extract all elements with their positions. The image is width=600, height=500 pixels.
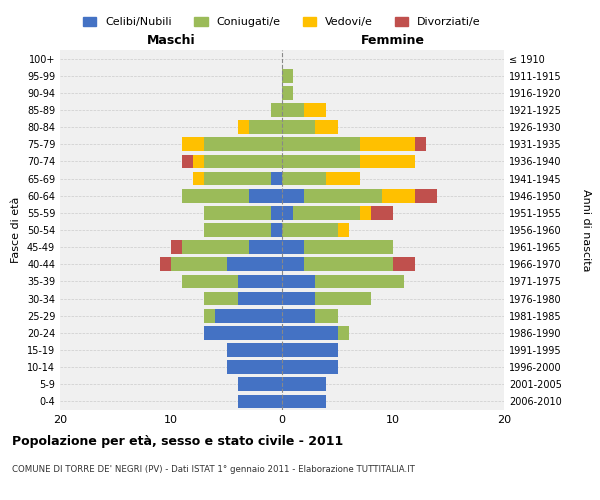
Bar	[282, 103, 304, 117]
Text: Femmine: Femmine	[361, 34, 425, 46]
Bar	[204, 326, 282, 340]
Bar	[371, 206, 393, 220]
Bar	[238, 378, 282, 391]
Bar	[238, 120, 249, 134]
Bar	[282, 189, 304, 202]
Bar	[204, 223, 271, 237]
Bar	[282, 69, 293, 82]
Bar	[282, 326, 337, 340]
Bar	[227, 343, 282, 357]
Bar	[227, 360, 282, 374]
Text: Popolazione per età, sesso e stato civile - 2011: Popolazione per età, sesso e stato civil…	[12, 435, 343, 448]
Bar	[282, 206, 293, 220]
Bar	[282, 394, 326, 408]
Bar	[204, 292, 238, 306]
Bar	[227, 258, 282, 271]
Bar	[193, 172, 204, 185]
Bar	[282, 240, 304, 254]
Bar	[282, 343, 337, 357]
Bar	[204, 206, 271, 220]
Legend: Celibi/Nubili, Coniugati/e, Vedovi/e, Divorziati/e: Celibi/Nubili, Coniugati/e, Vedovi/e, Di…	[79, 12, 485, 32]
Bar	[204, 154, 282, 168]
Bar	[282, 172, 326, 185]
Bar	[304, 258, 393, 271]
Bar	[415, 189, 437, 202]
Bar	[304, 240, 393, 254]
Bar	[337, 223, 349, 237]
Bar	[293, 206, 360, 220]
Y-axis label: Anni di nascita: Anni di nascita	[581, 188, 591, 271]
Bar	[282, 223, 337, 237]
Bar	[337, 326, 349, 340]
Bar	[304, 189, 382, 202]
Text: Maschi: Maschi	[146, 34, 196, 46]
Bar	[204, 172, 271, 185]
Bar	[215, 309, 282, 322]
Bar	[282, 292, 316, 306]
Bar	[249, 120, 282, 134]
Bar	[271, 206, 282, 220]
Bar	[316, 292, 371, 306]
Bar	[171, 258, 227, 271]
Bar	[393, 258, 415, 271]
Bar	[171, 240, 182, 254]
Bar	[238, 292, 282, 306]
Bar	[271, 223, 282, 237]
Bar	[204, 309, 215, 322]
Bar	[238, 394, 282, 408]
Bar	[182, 138, 204, 151]
Bar	[182, 240, 249, 254]
Bar	[282, 360, 337, 374]
Bar	[282, 378, 326, 391]
Bar	[271, 103, 282, 117]
Bar	[316, 120, 337, 134]
Bar	[182, 274, 238, 288]
Bar	[160, 258, 171, 271]
Bar	[249, 189, 282, 202]
Bar	[415, 138, 427, 151]
Bar	[282, 154, 360, 168]
Bar	[282, 86, 293, 100]
Bar	[316, 274, 404, 288]
Bar	[204, 138, 282, 151]
Bar	[182, 189, 249, 202]
Bar	[360, 154, 415, 168]
Bar	[282, 274, 316, 288]
Bar	[282, 309, 316, 322]
Bar	[382, 189, 415, 202]
Bar	[193, 154, 204, 168]
Y-axis label: Fasce di età: Fasce di età	[11, 197, 21, 263]
Bar	[316, 309, 337, 322]
Bar	[271, 172, 282, 185]
Bar	[282, 258, 304, 271]
Bar	[304, 103, 326, 117]
Bar	[360, 206, 371, 220]
Bar	[182, 154, 193, 168]
Bar	[360, 138, 415, 151]
Bar	[238, 274, 282, 288]
Text: COMUNE DI TORRE DE' NEGRI (PV) - Dati ISTAT 1° gennaio 2011 - Elaborazione TUTTI: COMUNE DI TORRE DE' NEGRI (PV) - Dati IS…	[12, 465, 415, 474]
Bar	[249, 240, 282, 254]
Bar	[326, 172, 360, 185]
Bar	[282, 138, 360, 151]
Bar	[282, 120, 316, 134]
